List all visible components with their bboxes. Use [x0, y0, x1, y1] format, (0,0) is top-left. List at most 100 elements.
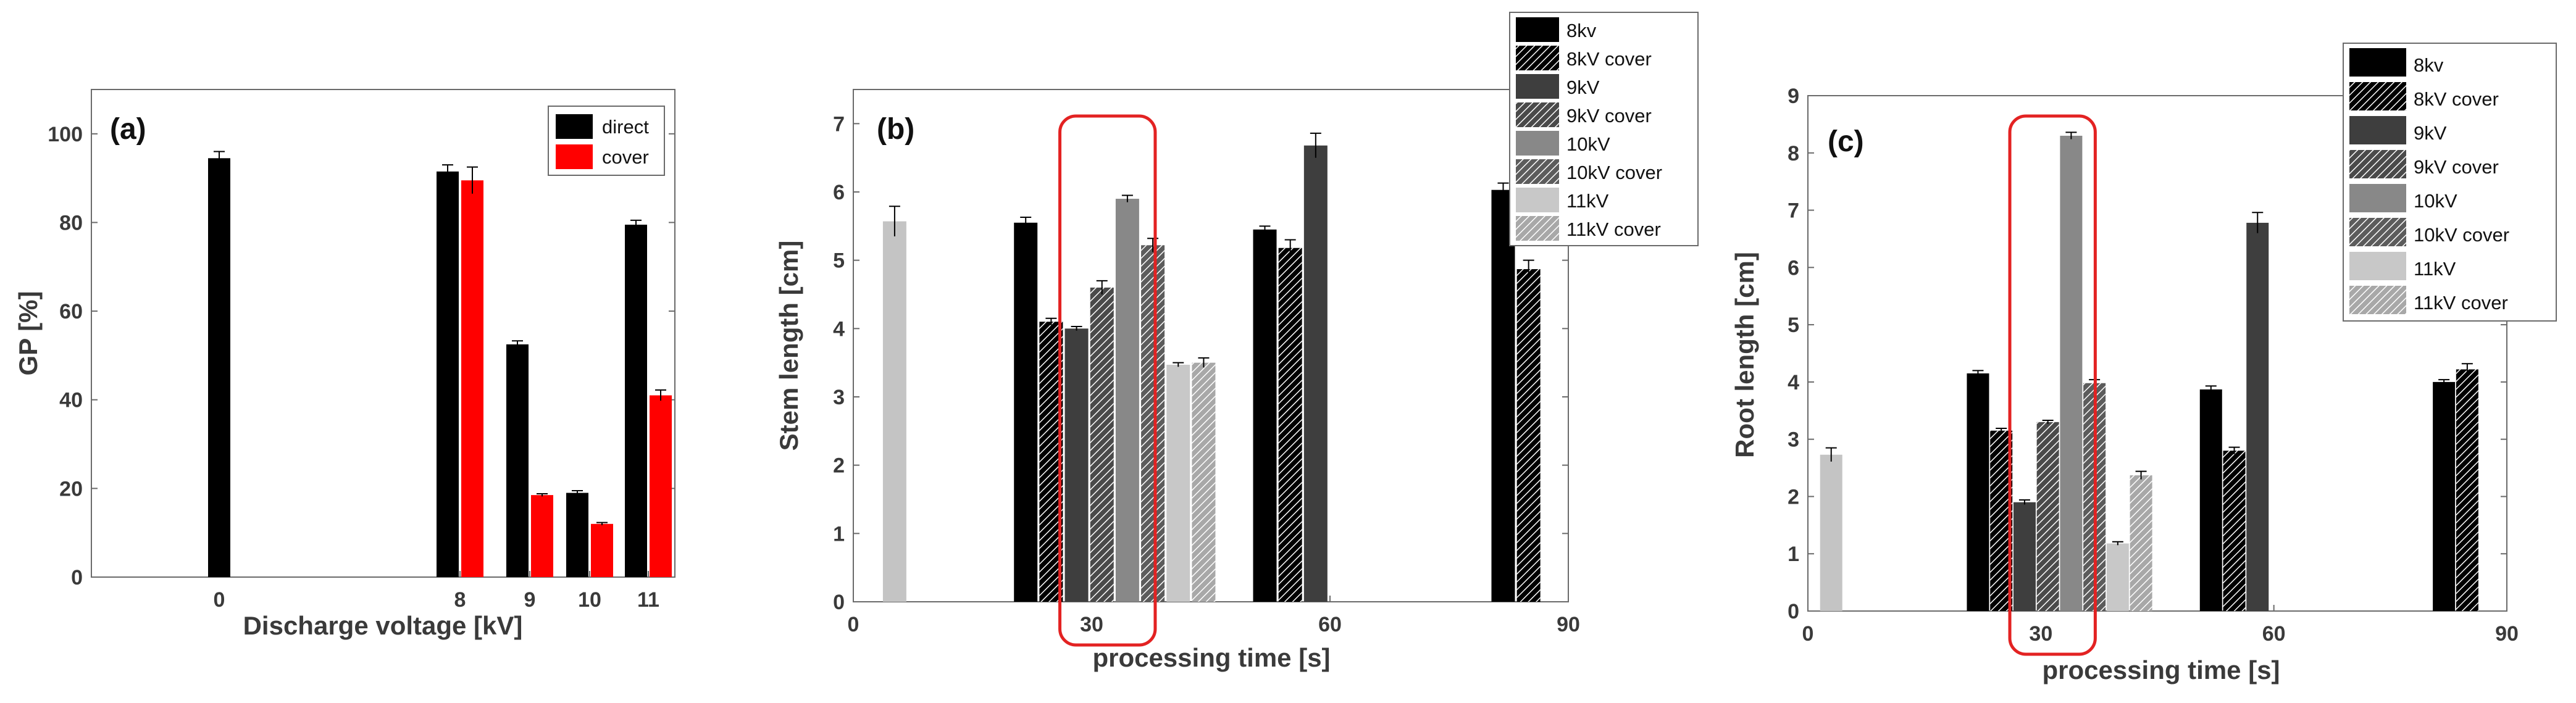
y-tick-label: 40 — [59, 389, 83, 412]
panel-c-ylabel: Root length [cm] — [1730, 252, 1759, 458]
legend-swatch-cover — [556, 144, 593, 169]
panel-a-gp-chart: 0 20 40 60 80 100 0 8 9 10 11 (a) Discharge volta… — [14, 89, 675, 640]
bar-9kv — [2246, 222, 2269, 611]
bar-direct-8kv — [437, 171, 459, 577]
y-tick-label: 1 — [833, 522, 845, 546]
legend-swatch-8kv-cover-hatch — [1516, 46, 1559, 70]
y-tick-label: 7 — [833, 112, 845, 136]
y-tick-label: 60 — [59, 300, 83, 323]
bar-8kv — [2433, 381, 2456, 611]
legend-label-8kv-cover: 8kV cover — [1566, 48, 1652, 70]
x-tick-label: 10 — [578, 588, 601, 612]
panel-c-label: (c) — [1828, 125, 1864, 158]
bar-8kv — [1014, 222, 1038, 602]
bar-8kv-cover-hatch — [1278, 248, 1302, 602]
x-tick-label: 11 — [637, 588, 659, 612]
legend-swatch-8kv-cover-hatch — [2349, 82, 2406, 110]
bar-10kv-cover-hatch — [1141, 245, 1165, 602]
bar-control — [882, 221, 906, 602]
x-tick-label: 9 — [524, 588, 536, 612]
bar-cover-11kv — [650, 395, 672, 577]
panel-c-legend: 8kv 8kV cover 9kV 9kV cover 10kV 10kV cover 11… — [2343, 43, 2557, 322]
legend-swatch-8kv — [2349, 48, 2406, 77]
panel-a-ylabel: GP [%] — [14, 291, 43, 376]
bar-11kv-cover-hatch — [1192, 362, 1216, 602]
x-tick-label: 90 — [1557, 613, 1580, 636]
legend-swatch-11kv — [1516, 188, 1559, 212]
legend-label-8kv-cover: 8kV cover — [2414, 88, 2499, 110]
y-tick-label: 80 — [59, 211, 83, 235]
y-tick-label: 4 — [833, 317, 845, 341]
x-tick-label: 0 — [1802, 622, 1814, 646]
bar-8kv — [1253, 229, 1277, 602]
panel-a-plot-frame — [91, 89, 675, 578]
y-tick-label: 4 — [1788, 371, 1799, 394]
y-tick-label: 1 — [1788, 543, 1799, 566]
y-tick-label: 5 — [833, 249, 845, 273]
legend-label-10kv: 10kV — [1566, 133, 1610, 155]
y-tick-label: 3 — [833, 386, 845, 409]
legend-swatch-9kv-cover-hatch — [2349, 150, 2406, 178]
y-tick-label: 0 — [1788, 600, 1799, 623]
bar-direct-0kv — [208, 158, 230, 577]
y-tick-label: 100 — [48, 123, 83, 146]
panel-b-ylabel: Stem length [cm] — [774, 241, 803, 451]
x-tick-label: 60 — [2262, 622, 2286, 646]
panel-a-label: (a) — [110, 113, 146, 146]
legend-swatch-10kv — [1516, 131, 1559, 156]
legend-swatch-11kv-cover-hatch — [2349, 286, 2406, 314]
panel-b-xlabel: processing time [s] — [1092, 643, 1330, 672]
bar-cover-10kv — [591, 523, 613, 577]
bar-8kv — [1491, 189, 1515, 602]
panel-c-plot-frame — [1807, 95, 2507, 612]
x-tick-label: 60 — [1318, 613, 1342, 636]
legend-label-10kv-cover: 10kV cover — [1566, 162, 1662, 183]
legend-label-9kv-cover: 9kV cover — [2414, 156, 2499, 178]
legend-label-11kv: 11kV — [1566, 190, 1609, 212]
bar-control — [1820, 454, 1842, 611]
bar-8kv-cover-hatch — [1516, 269, 1541, 602]
panel-b-legend: 8kv 8kV cover 9kV 9kV cover 10kV 10kV cover 11… — [1509, 12, 1699, 246]
bar-8kv-cover-hatch — [2223, 451, 2246, 611]
panel-a-legend: direct cover — [548, 106, 665, 176]
legend-swatch-9kv — [1516, 74, 1559, 99]
legend-swatch-11kv-cover-hatch — [1516, 216, 1559, 241]
bar-8kv — [1967, 373, 1989, 611]
legend-label-8kv: 8kv — [1566, 20, 1597, 41]
bar-10kv — [2060, 135, 2083, 611]
bar-10kv — [1115, 199, 1139, 602]
bar-9kv-cover-hatch — [2036, 422, 2059, 611]
legend-label-10kv-cover: 10kV cover — [2414, 224, 2509, 246]
panel-b-highlight-box — [1058, 114, 1157, 647]
bar-9kv — [1303, 145, 1328, 602]
legend-label-cover: cover — [602, 146, 649, 168]
y-tick-label: 20 — [59, 477, 83, 501]
bar-cover-8kv — [461, 180, 483, 577]
legend-swatch-direct — [556, 114, 593, 139]
legend-label-11kv-cover: 11kV cover — [2414, 292, 2508, 314]
x-tick-label: 0 — [214, 588, 225, 612]
panel-b-label: (b) — [877, 113, 914, 146]
y-tick-label: 2 — [833, 454, 845, 478]
y-tick-label: 7 — [1788, 199, 1799, 223]
bar-direct-11kv — [625, 225, 647, 578]
bar-9kv — [1064, 328, 1089, 602]
legend-swatch-10kv — [2349, 184, 2406, 212]
legend-label-8kv: 8kv — [2414, 54, 2444, 76]
bar-8kv — [2199, 389, 2222, 611]
legend-label-9kv: 9kV — [1566, 77, 1600, 98]
panel-c-xlabel: processing time [s] — [2042, 655, 2280, 684]
legend-swatch-10kv-cover-hatch — [1516, 159, 1559, 184]
y-tick-label: 0 — [71, 566, 83, 589]
bar-11kv — [2106, 543, 2129, 611]
legend-label-11kv: 11kV — [2414, 258, 2456, 280]
bar-direct-10kv — [566, 493, 588, 577]
x-tick-label: 90 — [2495, 622, 2519, 646]
panel-c-root-length-chart: 0 1 2 3 4 5 6 7 8 9 0 30 60 90 (c) processing time [… — [1730, 43, 2557, 684]
legend-label-11kv-cover: 11kV cover — [1566, 218, 1661, 240]
panel-a-xlabel: Discharge voltage [kV] — [243, 611, 523, 640]
x-tick-label: 0 — [848, 613, 859, 636]
legend-label-9kv: 9kV — [2414, 122, 2447, 144]
y-tick-label: 5 — [1788, 314, 1799, 337]
